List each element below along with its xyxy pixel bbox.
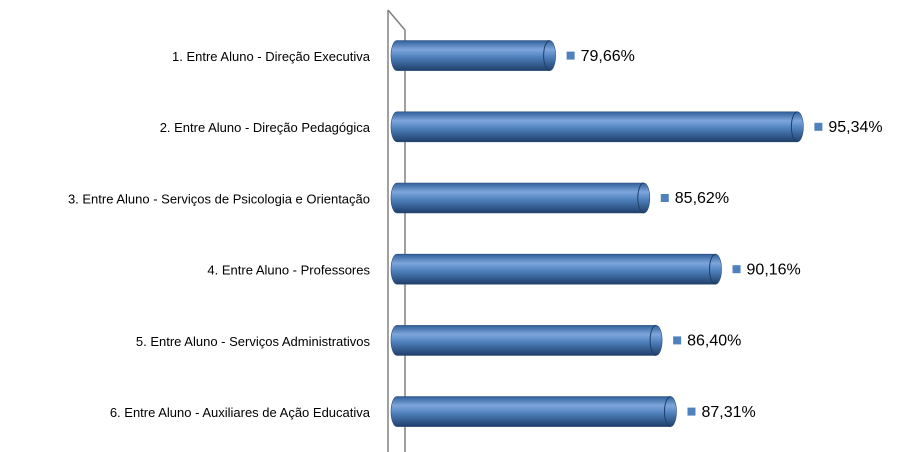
category-label: 3. Entre Aluno - Serviços de Psicologia … xyxy=(68,191,370,206)
category-label: 4. Entre Aluno - Professores xyxy=(207,263,370,278)
bar-cap xyxy=(649,324,657,356)
value-label: 86,40% xyxy=(687,333,741,350)
bar-cap xyxy=(709,253,716,285)
value-label: 85,62% xyxy=(675,190,729,207)
category-label: 6. Entre Aluno - Auxiliares de Ação Educ… xyxy=(110,405,371,420)
label-marker xyxy=(566,51,575,60)
value-label: 95,34% xyxy=(828,119,882,136)
label-marker xyxy=(660,194,669,202)
category-label: 5. Entre Aluno - Serviços Administrativo… xyxy=(136,334,371,349)
value-label: 90,16% xyxy=(747,261,801,278)
bar xyxy=(390,253,722,285)
label-marker xyxy=(673,336,682,345)
bar xyxy=(390,396,677,427)
bar-cap xyxy=(543,40,550,72)
bar-cap xyxy=(664,396,671,428)
label-marker xyxy=(732,265,741,274)
label-marker xyxy=(814,122,823,131)
axis-wall xyxy=(387,9,406,452)
bar xyxy=(390,40,556,71)
category-label: 2. Entre Aluno - Direção Pedagógica xyxy=(160,120,371,135)
label-marker xyxy=(687,407,696,416)
bar xyxy=(390,182,651,214)
bar xyxy=(390,325,663,356)
value-label: 79,66% xyxy=(581,48,635,65)
category-label: 1. Entre Aluno - Direção Executiva xyxy=(172,49,371,64)
bar xyxy=(390,111,804,143)
value-label: 87,31% xyxy=(701,404,755,421)
bar-cap xyxy=(790,111,798,143)
bar-cap xyxy=(637,182,644,214)
